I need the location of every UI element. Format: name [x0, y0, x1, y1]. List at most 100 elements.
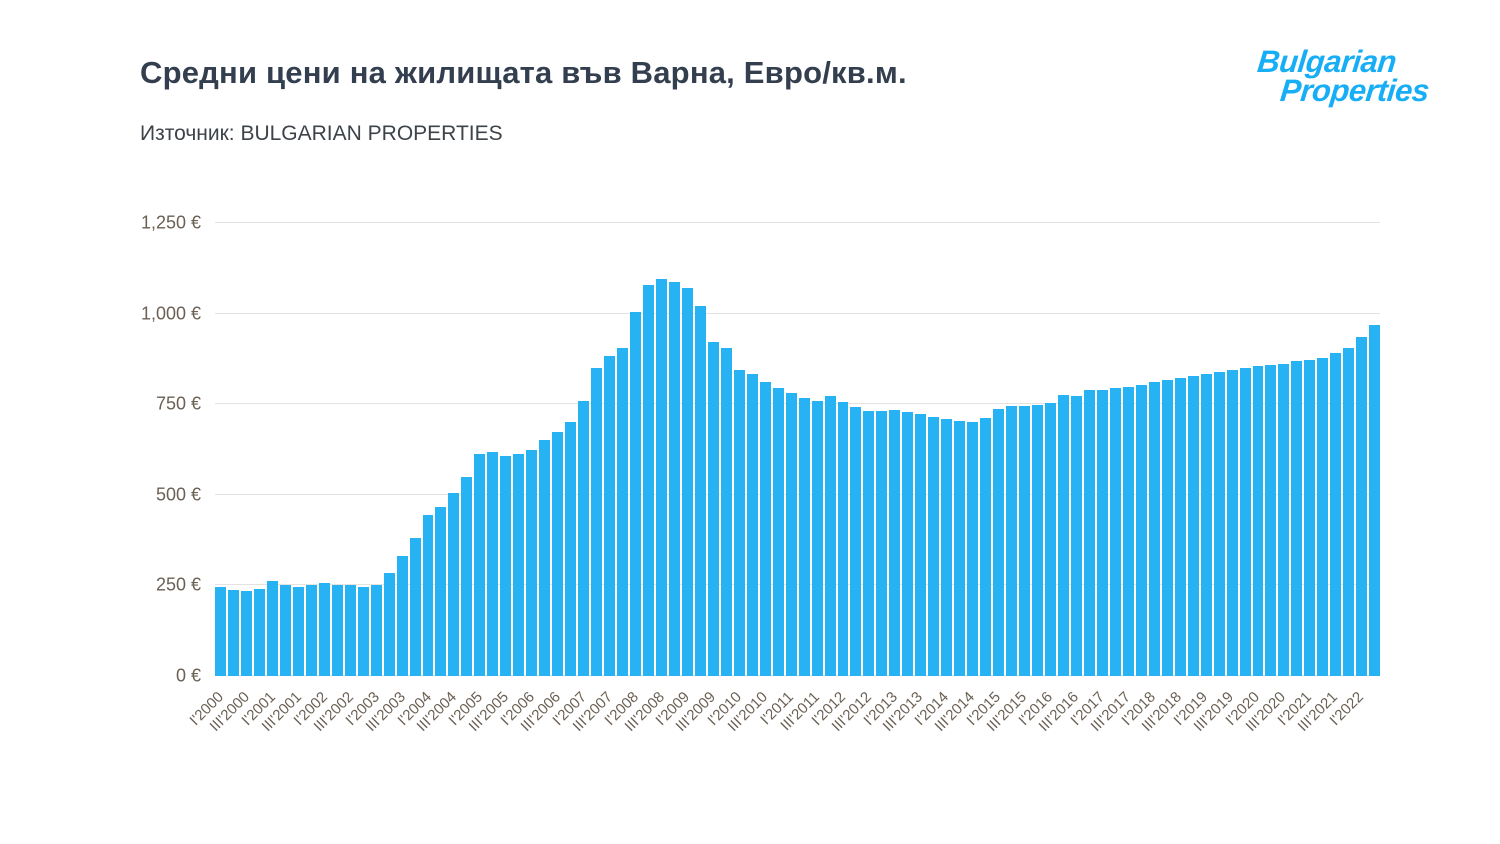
bar-II'2007: [591, 367, 603, 676]
bar-I'2006: [526, 449, 538, 676]
bar-IV'2019: [1239, 367, 1251, 676]
bar-I'2008: [630, 311, 641, 676]
gridline: [215, 312, 1380, 314]
bar-IV'2017: [1135, 384, 1147, 676]
bar-I'2011: [785, 392, 797, 676]
bar-I'2015: [993, 408, 1005, 676]
bar-II'2022: [1369, 325, 1381, 676]
bar-II'2012: [850, 407, 862, 676]
bar-I'2003: [370, 585, 382, 676]
bar-III'2009: [707, 341, 719, 676]
bar-II'2009: [694, 306, 706, 676]
gridline: [215, 222, 1380, 223]
bar-III'2013: [915, 414, 927, 676]
bar-chart: I'2000 III'2000 I'2001 III'2001 I'2002 III'20…: [141, 213, 1381, 735]
gridline: [215, 493, 1380, 495]
bar-II'2011: [798, 397, 810, 676]
bar-I'2014: [941, 419, 953, 676]
bar-I'2018: [1148, 382, 1160, 676]
y-tick-label: 750 €: [155, 393, 201, 414]
bar-II'2003: [383, 572, 395, 676]
bar-II'2018: [1161, 380, 1173, 676]
bar-II'2006: [539, 440, 551, 676]
bar-I'2007: [578, 400, 590, 676]
gridline: [215, 675, 1380, 676]
bar-II'2016: [1057, 394, 1069, 676]
bar-III'2011: [811, 400, 823, 676]
bar-I'2019: [1200, 373, 1212, 676]
gridline: [215, 584, 1380, 586]
bar-I'2012: [837, 402, 849, 676]
bar-IV'2015: [1032, 404, 1043, 676]
source-label: Източник: BULGARIAN PROPERTIES: [140, 122, 503, 145]
bar-III'2018: [1174, 378, 1186, 676]
bar-II'2015: [1006, 406, 1018, 676]
bar-III'2008: [655, 279, 667, 676]
bar-IV'2004: [461, 476, 473, 676]
y-tick-label: 0 €: [175, 665, 201, 686]
bar-IV'2014: [980, 417, 992, 676]
y-tick-label: 1,000 €: [140, 303, 201, 324]
bar-II'2005: [487, 452, 499, 676]
bar-I'2013: [889, 409, 901, 676]
bar-IV'2013: [928, 416, 940, 676]
chart-title: Средни цени на жилищата във Варна, Евро/…: [140, 55, 907, 90]
bar-I'2016: [1045, 403, 1056, 676]
bar-III'2014: [967, 422, 979, 676]
bar-I'2017: [1096, 389, 1108, 676]
bar-III'2010: [759, 381, 771, 676]
bar-I'2000: [215, 587, 226, 676]
bar-I'2005: [474, 454, 486, 676]
bar-III'2004: [448, 493, 460, 676]
bar-I'2022: [1356, 336, 1368, 676]
bars-container: [215, 223, 1381, 676]
y-tick-label: 500 €: [155, 484, 201, 505]
bar-III'2003: [396, 556, 408, 676]
bar-I'2001: [266, 581, 278, 676]
bar-IV'2007: [617, 348, 628, 676]
bar-III'2019: [1226, 369, 1238, 676]
bar-III'2002: [344, 585, 356, 676]
x-axis-labels: I'2000 III'2000 I'2001 III'2001 I'2002 III'20…: [187, 676, 1380, 806]
bar-IV'2018: [1187, 375, 1199, 676]
bar-III'2001: [292, 586, 304, 676]
bar-II'2017: [1109, 388, 1121, 676]
bar-III'2007: [604, 356, 616, 676]
bar-III'2016: [1070, 395, 1082, 676]
bar-I'2009: [681, 287, 693, 676]
bar-IV'2001: [305, 585, 317, 676]
gridline: [215, 403, 1380, 405]
bar-IV'2021: [1343, 347, 1355, 676]
bar-III'2012: [863, 410, 875, 676]
bar-IV'2003: [409, 538, 421, 676]
bar-III'2000: [240, 590, 252, 676]
bar-IV'2009: [720, 348, 732, 676]
logo-line2: Properties: [1278, 72, 1431, 108]
bar-I'2002: [318, 582, 330, 676]
bar-II'2019: [1213, 371, 1225, 676]
bar-III'2006: [552, 432, 564, 676]
bar-I'2010: [733, 369, 745, 676]
bar-IV'2012: [876, 411, 888, 676]
bar-III'2021: [1330, 353, 1342, 676]
y-tick-label: 1,250 €: [140, 212, 201, 233]
bar-I'2020: [1252, 366, 1264, 676]
bar-IV'2008: [668, 281, 680, 676]
bar-III'2005: [500, 456, 512, 676]
bar-III'2017: [1122, 386, 1134, 676]
bar-IV'2000: [253, 589, 265, 676]
bar-IV'2006: [565, 422, 577, 676]
bar-II'2008: [642, 284, 654, 676]
bar-II'2020: [1265, 365, 1277, 676]
bar-I'2021: [1304, 360, 1316, 676]
bulgarian-properties-logo: Bulgarian Properties: [1253, 44, 1433, 108]
bar-IV'2002: [357, 586, 369, 676]
bar-II'2021: [1317, 357, 1329, 676]
bar-III'2020: [1278, 363, 1290, 676]
bar-II'2000: [227, 589, 239, 676]
bar-II'2013: [902, 412, 914, 676]
bar-II'2004: [435, 507, 447, 676]
bar-II'2002: [331, 584, 343, 676]
bar-IV'2010: [772, 387, 784, 676]
